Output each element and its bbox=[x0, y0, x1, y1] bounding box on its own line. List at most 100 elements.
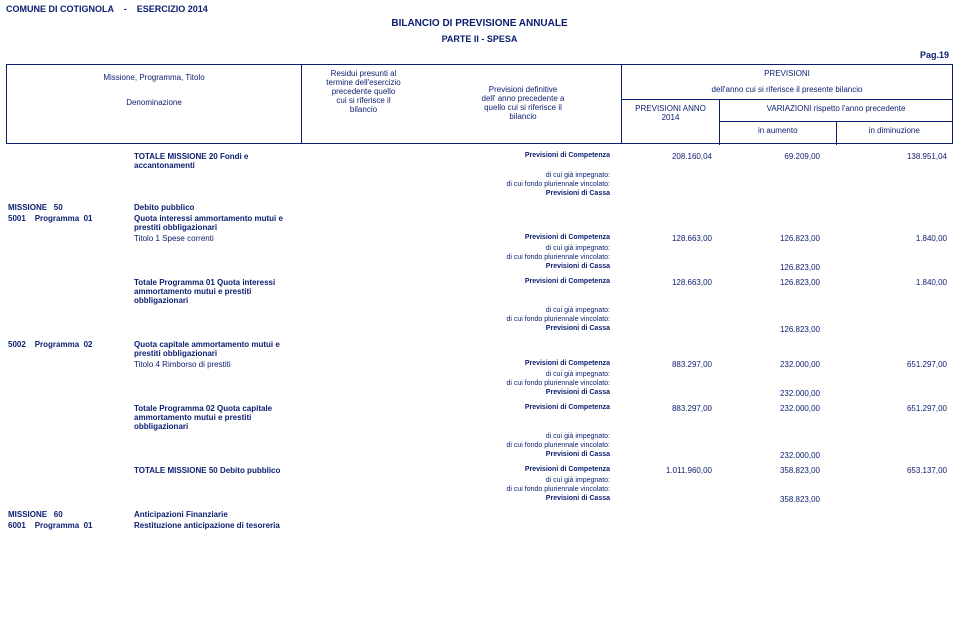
label-vincolato: di cui fondo pluriennale vincolato: bbox=[300, 254, 620, 261]
col4-diminuzione: in diminuzione bbox=[837, 122, 953, 145]
val-cassa: 126.823,00 bbox=[718, 325, 826, 334]
programma-code: 6001 Programma 01 bbox=[6, 521, 134, 530]
table-row: di cui già impegnato: bbox=[6, 245, 953, 252]
col4-variazioni: VARIAZIONI rispetto l'anno precedente in… bbox=[720, 100, 952, 145]
col-previsioni: PREVISIONI dell'anno cui si riferisce il… bbox=[621, 65, 952, 143]
comune-name: COMUNE DI COTIGNOLA bbox=[6, 4, 114, 14]
section-tm50: TOTALE MISSIONE 50 Debito pubblico Previ… bbox=[6, 466, 953, 504]
row-left: TOTALE MISSIONE 20 Fondi e accantonament… bbox=[6, 152, 300, 170]
row-left: MISSIONE 60 Anticipazioni Finanziarie bbox=[6, 510, 300, 519]
document-subtitle: PARTE II - SPESA bbox=[0, 34, 959, 44]
document-title: BILANCIO DI PREVISIONE ANNUALE bbox=[0, 18, 959, 29]
section-t5002: Totale Programma 02 Quota capitale ammor… bbox=[6, 404, 953, 460]
col4-anno-l2: 2014 bbox=[622, 113, 719, 122]
label-impegnato: di cui già impegnato: bbox=[300, 371, 620, 378]
table-row: 6001 Programma 01 Restituzione anticipaz… bbox=[6, 521, 953, 530]
titolo-desc: Titolo 1 Spese correnti bbox=[134, 234, 300, 243]
separator: - bbox=[124, 4, 127, 14]
table-row: Previsioni di Cassa232.000,00 bbox=[6, 389, 953, 398]
missione-code: MISSIONE 50 bbox=[6, 203, 134, 212]
val-anno: 69.209,00 bbox=[718, 152, 826, 161]
table-row: Titolo 1 Spese correnti Previsioni di Co… bbox=[6, 234, 953, 243]
row-left: Totale Programma 01 Quota interessi ammo… bbox=[6, 278, 300, 305]
col-previsioni-def: Previsioni definitive dell' anno precede… bbox=[425, 65, 621, 143]
val-anno: 126.823,00 bbox=[718, 278, 826, 287]
val-prev: 128.663,00 bbox=[620, 234, 718, 243]
table-row: 5002 Programma 02 Quota capitale ammorta… bbox=[6, 340, 953, 358]
val-anno: 232.000,00 bbox=[718, 404, 826, 413]
programma-code: 5002 Programma 02 bbox=[6, 340, 134, 358]
table-row: di cui già impegnato: bbox=[6, 172, 953, 179]
document-header: COMUNE DI COTIGNOLA - ESERCIZIO 2014 bbox=[6, 4, 208, 14]
table-row: di cui già impegnato: bbox=[6, 433, 953, 440]
col1-heading2: Denominazione bbox=[7, 98, 301, 107]
row-left: 5001 Programma 01 Quota interessi ammort… bbox=[6, 214, 300, 232]
val-dim: 1.840,00 bbox=[826, 234, 953, 243]
programma-code: 5001 Programma 01 bbox=[6, 214, 134, 232]
table-row: MISSIONE 50 Debito pubblico bbox=[6, 203, 953, 212]
missione-code: MISSIONE 60 bbox=[6, 510, 134, 519]
col3-l1: Previsioni definitive bbox=[425, 85, 621, 94]
val-dim: 1.840,00 bbox=[826, 278, 953, 287]
row-left: Titolo 4 Rimborso di prestiti bbox=[6, 360, 300, 369]
table-row: di cui fondo pluriennale vincolato: bbox=[6, 380, 953, 387]
table-row: di cui fondo pluriennale vincolato: bbox=[6, 486, 953, 493]
col4-subtitle: dell'anno cui si riferisce il presente b… bbox=[622, 83, 952, 99]
table-row: Previsioni di Cassa 232.000,00 bbox=[6, 451, 953, 460]
label-vincolato: di cui fondo pluriennale vincolato: bbox=[300, 442, 620, 449]
label-competenza: Previsioni di Competenza bbox=[300, 234, 620, 241]
val-anno: 358.823,00 bbox=[718, 466, 826, 475]
col4-title: PREVISIONI bbox=[622, 65, 952, 83]
table-row: MISSIONE 60 Anticipazioni Finanziarie bbox=[6, 510, 953, 519]
label-competenza: Previsioni di Competenza bbox=[300, 404, 620, 411]
totale-desc: Totale Programma 02 Quota capitale ammor… bbox=[134, 404, 300, 431]
label-impegnato: di cui già impegnato: bbox=[300, 477, 620, 484]
esercizio-year: ESERCIZIO 2014 bbox=[137, 4, 208, 14]
row-code bbox=[6, 152, 134, 170]
table-row: Totale Programma 02 Quota capitale ammor… bbox=[6, 404, 953, 431]
val-cassa: 232.000,00 bbox=[718, 389, 826, 398]
table-row: TOTALE MISSIONE 50 Debito pubblico Previ… bbox=[6, 466, 953, 475]
row-left: Totale Programma 02 Quota capitale ammor… bbox=[6, 404, 300, 431]
col4-anno: PREVISIONI ANNO 2014 bbox=[622, 100, 720, 145]
missione-desc: Debito pubblico bbox=[134, 203, 300, 212]
table-row: Previsioni di Cassa358.823,00 bbox=[6, 495, 953, 504]
val-prev: 128.663,00 bbox=[620, 278, 718, 287]
col1-heading1: Missione, Programma, Titolo bbox=[7, 73, 301, 82]
label-cassa: Previsioni di Cassa bbox=[300, 325, 620, 332]
label-vincolato: di cui fondo pluriennale vincolato: bbox=[300, 380, 620, 387]
col2-l1: Residui presunti al bbox=[302, 69, 425, 78]
totale-desc: Totale Programma 01 Quota interessi ammo… bbox=[134, 278, 300, 305]
section-5002: 5002 Programma 02 Quota capitale ammorta… bbox=[6, 340, 953, 398]
col-residui: Residui presunti al termine dell'eserciz… bbox=[301, 65, 425, 143]
label-competenza: Previsioni di Competenza bbox=[300, 278, 620, 285]
col4-var-split: in aumento in diminuzione bbox=[720, 122, 952, 145]
row-left: MISSIONE 50 Debito pubblico bbox=[6, 203, 300, 212]
table-row: di cui già impegnato: bbox=[6, 477, 953, 484]
table-row: di cui fondo pluriennale vincolato: bbox=[6, 254, 953, 261]
col2-l5: bilancio bbox=[302, 105, 425, 114]
table-row: Previsioni di Cassa bbox=[6, 190, 953, 197]
table-row: 5001 Programma 01 Quota interessi ammort… bbox=[6, 214, 953, 232]
row-desc: TOTALE MISSIONE 20 Fondi e accantonament… bbox=[134, 152, 300, 170]
label-cassa: Previsioni di Cassa bbox=[300, 495, 620, 502]
col2-l3: precedente quello bbox=[302, 87, 425, 96]
missione-desc: Anticipazioni Finanziarie bbox=[134, 510, 300, 519]
table-row: di cui già impegnato: bbox=[6, 307, 953, 314]
label-cassa: Previsioni di Cassa bbox=[300, 451, 620, 458]
table-row: di cui già impegnato: bbox=[6, 371, 953, 378]
page-number: Pag.19 bbox=[920, 50, 949, 60]
label-vincolato: di cui fondo pluriennale vincolato: bbox=[300, 486, 620, 493]
titolo-desc: Titolo 4 Rimborso di prestiti bbox=[134, 360, 300, 369]
val-cassa: 232.000,00 bbox=[718, 451, 826, 460]
content-area: TOTALE MISSIONE 20 Fondi e accantonament… bbox=[6, 152, 953, 532]
section-m20-totale: TOTALE MISSIONE 20 Fondi e accantonament… bbox=[6, 152, 953, 197]
val-dim: 651.297,00 bbox=[826, 360, 953, 369]
label-impegnato: di cui già impegnato: bbox=[300, 245, 620, 252]
row-left: 5002 Programma 02 Quota capitale ammorta… bbox=[6, 340, 300, 358]
label-competenza: Previsioni di Competenza bbox=[300, 360, 620, 367]
col2-l2: termine dell'esercizio bbox=[302, 78, 425, 87]
row-left: Titolo 1 Spese correnti bbox=[6, 234, 300, 243]
row-left: TOTALE MISSIONE 50 Debito pubblico bbox=[6, 466, 300, 475]
table-row: di cui fondo pluriennale vincolato: bbox=[6, 442, 953, 449]
